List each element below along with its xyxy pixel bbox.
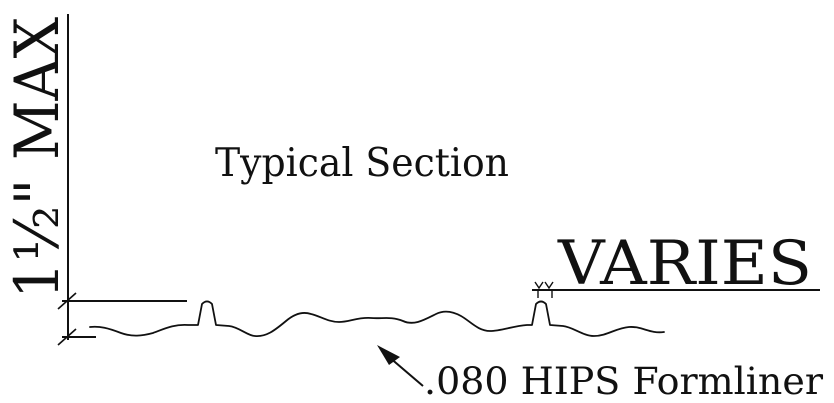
section-title: Typical Section: [215, 141, 509, 186]
height-dimension-label: 1½" MAX: [2, 16, 73, 299]
material-callout-label: .080 HIPS Formliner: [424, 360, 823, 403]
width-dimension-label: VARIES: [557, 228, 812, 299]
height-dimension-tick-top: [57, 292, 77, 310]
width-dimension-mark-right: [544, 281, 554, 290]
formliner-profile: [89, 300, 665, 337]
material-callout-arrowhead: [377, 345, 400, 365]
width-dimension-mark-left: [534, 281, 544, 290]
height-dimension-tick-bottom: [57, 328, 77, 346]
